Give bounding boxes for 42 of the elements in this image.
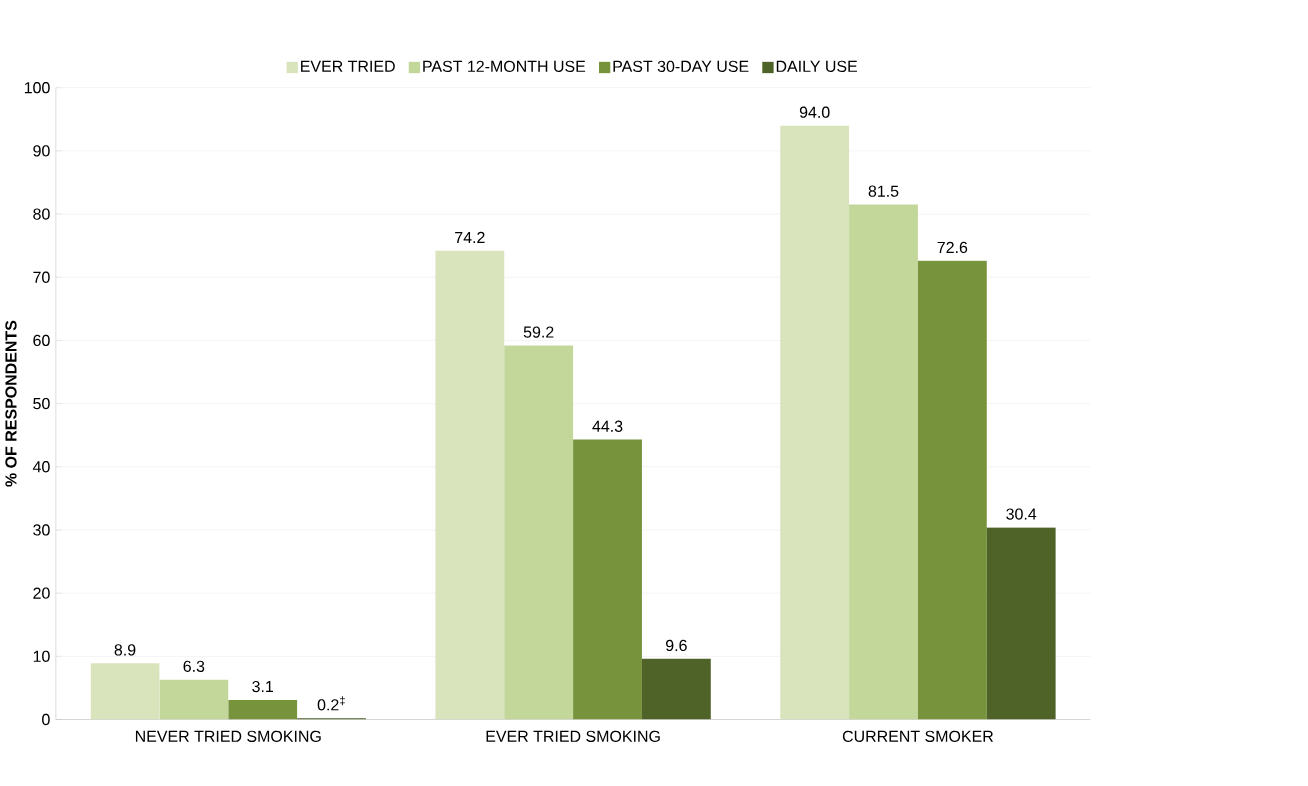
bar bbox=[228, 700, 298, 720]
data-label: 9.6 bbox=[666, 640, 687, 652]
bar bbox=[159, 679, 229, 720]
data-label: 6.3 bbox=[183, 660, 205, 673]
data-label: 59.2 bbox=[523, 326, 554, 338]
y-tick-label: 0 bbox=[42, 714, 50, 726]
legend-label: PAST 30-DAY USE bbox=[613, 60, 749, 73]
y-tick-label: 70 bbox=[33, 271, 50, 284]
y-tick-label: 100 bbox=[24, 82, 50, 94]
bar bbox=[573, 439, 642, 720]
data-label: 30.4 bbox=[1006, 508, 1037, 520]
y-tick-label: 10 bbox=[33, 650, 50, 663]
x-tick-label: NEVER TRIED SMOKING bbox=[135, 730, 321, 743]
bar bbox=[504, 345, 574, 720]
bar bbox=[917, 261, 987, 720]
data-label: 81.5 bbox=[868, 185, 899, 198]
bar bbox=[641, 659, 711, 720]
data-label: 74.2 bbox=[455, 232, 485, 244]
data-label: 3.1 bbox=[252, 681, 274, 693]
bar bbox=[90, 663, 160, 720]
y-tick-label: 30 bbox=[33, 524, 50, 536]
y-tick-label: 40 bbox=[32, 461, 50, 473]
y-tick-label: 80 bbox=[33, 208, 50, 220]
y-tick-label: 90 bbox=[33, 145, 50, 157]
y-tick-label: 60 bbox=[33, 334, 50, 347]
legend-label: EVER TRIED bbox=[301, 61, 395, 73]
legend-label: DAILY USE bbox=[776, 60, 858, 73]
data-label: 94.0 bbox=[799, 106, 830, 119]
bar bbox=[986, 527, 1056, 720]
legend-label: PAST 12-MONTH USE bbox=[423, 60, 586, 73]
bar bbox=[780, 125, 850, 720]
data-label: 8.9 bbox=[114, 644, 136, 656]
data-label: 0.2$^{‡}$ bbox=[317, 696, 345, 711]
x-tick-label: EVER TRIED SMOKING bbox=[486, 730, 660, 743]
data-label: 72.6 bbox=[937, 241, 968, 254]
y-tick-label: 50 bbox=[33, 398, 50, 410]
data-label: 44.3 bbox=[592, 420, 623, 433]
y-axis-title: % OF RESPONDENTS bbox=[5, 321, 17, 487]
bar bbox=[849, 204, 918, 720]
x-tick-label: CURRENT SMOKER bbox=[842, 730, 994, 743]
y-tick-label: 20 bbox=[33, 587, 50, 600]
bar bbox=[435, 250, 505, 720]
